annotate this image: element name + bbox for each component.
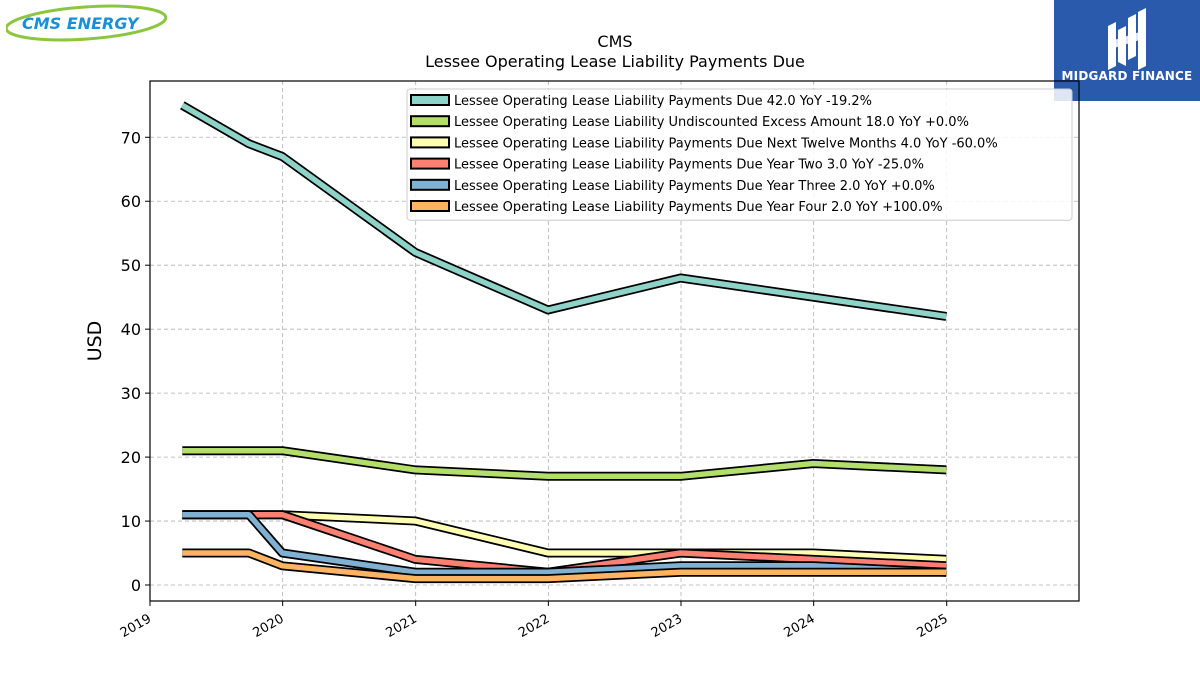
y-tick-label: 30 xyxy=(121,384,141,403)
chart-subtitle: Lessee Operating Lease Liability Payment… xyxy=(425,52,805,71)
x-tick-label: 2019 xyxy=(118,611,154,641)
cms-energy-logo: CMS ENERGY xyxy=(4,4,172,44)
series-line-4 xyxy=(182,510,947,577)
x-tick-label: 2022 xyxy=(516,611,552,641)
legend-item: Lessee Operating Lease Liability Undisco… xyxy=(410,115,969,130)
legend-item: Lessee Operating Lease Liability Payment… xyxy=(410,136,998,151)
legend-item: Lessee Operating Lease Liability Payment… xyxy=(410,200,943,215)
legend-label: Lessee Operating Lease Liability Payment… xyxy=(454,179,935,194)
legend-swatch xyxy=(410,94,450,106)
legend-swatch xyxy=(410,157,450,170)
plot-frame xyxy=(149,80,1080,602)
series-line-1 xyxy=(182,446,947,481)
legend-item: Lessee Operating Lease Liability Payment… xyxy=(410,178,935,194)
legend-swatch xyxy=(410,178,450,191)
legend-label: Lessee Operating Lease Liability Undisco… xyxy=(454,115,969,130)
series-line-5 xyxy=(182,548,947,584)
midgard-emblem-icon xyxy=(1108,8,1146,70)
legend-label: Lessee Operating Lease Liability Payment… xyxy=(454,94,872,109)
y-axis-label: USD xyxy=(84,321,106,362)
series-line-fill xyxy=(180,102,947,320)
y-tick-label: 50 xyxy=(121,256,141,275)
x-tick-label: 2023 xyxy=(649,611,685,641)
x-tick-label: 2020 xyxy=(251,611,287,641)
y-axis-ticks: 0 10 20 30 40 50 60 70 xyxy=(121,128,150,595)
y-tick-label: 40 xyxy=(121,320,141,339)
y-tick-label: 0 xyxy=(131,576,141,595)
legend-label: Lessee Operating Lease Liability Payment… xyxy=(454,158,924,173)
midgard-finance-logo-text: MIDGARD FINANCE xyxy=(1061,69,1193,83)
series-line-fill xyxy=(182,550,947,582)
legend-box xyxy=(406,88,1073,221)
legend-label: Lessee Operating Lease Liability Payment… xyxy=(454,200,943,215)
series-line-fill xyxy=(182,447,947,480)
y-tick-label: 10 xyxy=(121,512,141,531)
series-line-fill xyxy=(182,511,947,575)
y-tick-label: 20 xyxy=(121,448,141,467)
series-line-0 xyxy=(180,101,947,321)
chart-title: CMS xyxy=(597,32,632,51)
y-tick-label: 60 xyxy=(121,192,141,211)
midgard-finance-logo: MIDGARD FINANCE xyxy=(1054,0,1200,101)
legend-item: Lessee Operating Lease Liability Payment… xyxy=(410,94,872,109)
legend-label: Lessee Operating Lease Liability Payment… xyxy=(454,136,998,151)
legend-swatch xyxy=(410,115,450,128)
cms-energy-logo-text: CMS ENERGY xyxy=(22,14,140,33)
x-tick-label: 2024 xyxy=(782,611,818,641)
legend-item: Lessee Operating Lease Liability Payment… xyxy=(410,157,924,173)
legend: Lessee Operating Lease Liability Payment… xyxy=(406,88,1073,221)
series-lines xyxy=(180,101,947,584)
x-axis-ticks: 2019 2020 2021 2022 2023 2024 2025 xyxy=(118,601,951,641)
x-tick-label: 2025 xyxy=(915,611,951,641)
y-tick-label: 70 xyxy=(121,128,141,147)
legend-swatch xyxy=(410,136,450,149)
legend-swatch xyxy=(410,200,450,212)
x-tick-label: 2021 xyxy=(384,611,420,641)
